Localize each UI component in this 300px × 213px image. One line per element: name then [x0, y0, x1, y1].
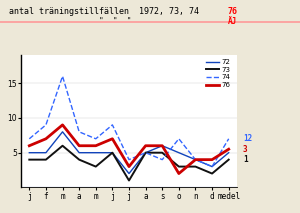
Text: antal träningstillfällen  1972, 73, 74: antal träningstillfällen 1972, 73, 74 — [9, 7, 209, 16]
Legend: 72, 73, 74, 76: 72, 73, 74, 76 — [204, 56, 233, 91]
Text: "  "  ": " " " — [99, 17, 131, 26]
Text: 12: 12 — [243, 134, 252, 143]
Text: 1: 1 — [243, 155, 248, 164]
Text: ÄJ: ÄJ — [228, 17, 237, 26]
Text: 3: 3 — [243, 145, 248, 154]
Text: 76: 76 — [228, 7, 238, 16]
